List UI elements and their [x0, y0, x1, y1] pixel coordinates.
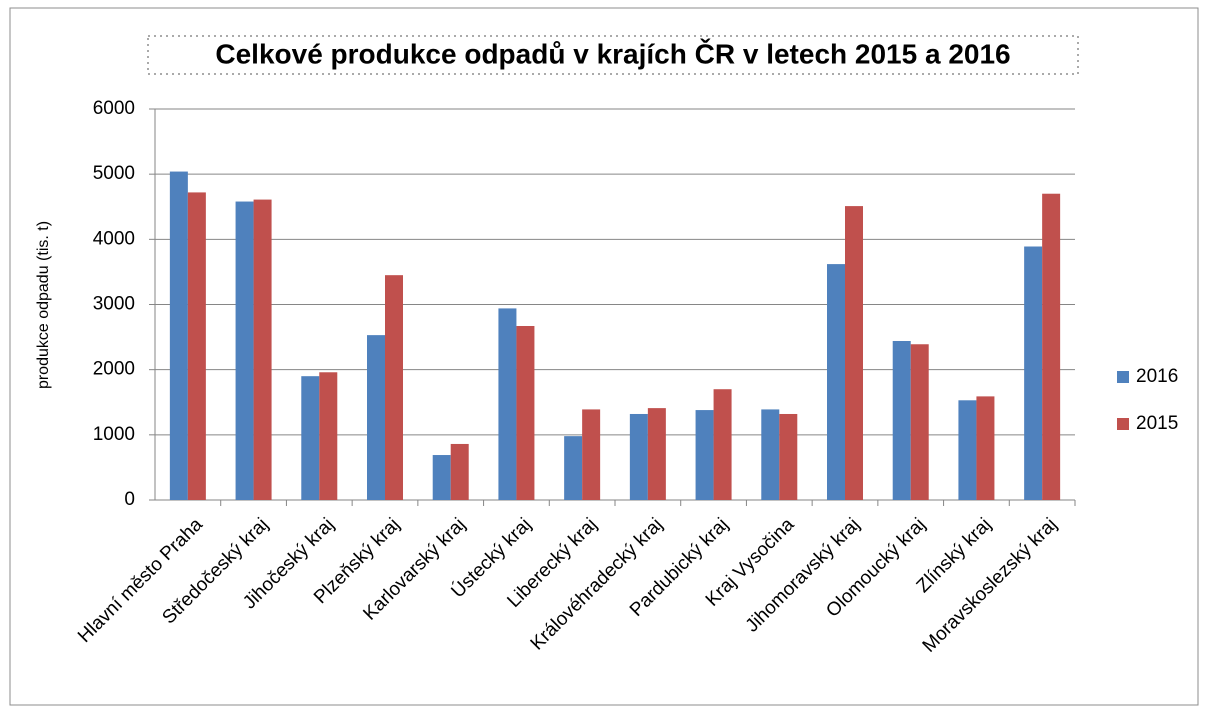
bar	[1042, 193, 1061, 500]
y-tick-label: 4000	[93, 228, 135, 249]
bar	[169, 171, 188, 500]
bar	[564, 436, 583, 500]
bar	[713, 389, 732, 500]
bar	[910, 344, 929, 500]
y-tick-label: 6000	[93, 98, 135, 119]
bar	[367, 335, 385, 500]
y-axis-label: produkce odpadu (tis. t)	[35, 221, 52, 389]
bar	[450, 443, 469, 500]
bar	[235, 201, 254, 500]
bar	[301, 376, 320, 500]
bar	[582, 409, 601, 500]
bar	[695, 410, 714, 500]
bar	[845, 206, 863, 500]
bar	[187, 192, 206, 500]
bar	[647, 408, 666, 500]
bar	[516, 326, 535, 500]
y-tick-label: 5000	[93, 163, 135, 184]
bar	[319, 372, 338, 500]
y-tick-label: 1000	[93, 424, 135, 445]
legend-label: 2015	[1136, 413, 1178, 434]
y-tick-label: 2000	[93, 359, 135, 380]
bar	[498, 308, 517, 500]
bar	[385, 275, 403, 500]
bar	[761, 409, 780, 500]
y-tick-label: 3000	[93, 294, 135, 315]
bar	[253, 199, 272, 500]
title-box	[147, 35, 1079, 75]
bar	[779, 413, 798, 500]
bar	[629, 413, 648, 500]
bar	[827, 264, 845, 500]
bar	[976, 396, 995, 500]
legend-label: 2016	[1136, 366, 1178, 387]
bar	[432, 455, 451, 500]
bar	[1024, 246, 1043, 500]
chart-title: Celkové produkce odpadů v krajích ČR v l…	[215, 37, 1010, 69]
bar	[958, 400, 977, 500]
chart-border	[9, 7, 1199, 706]
legend-swatch	[1117, 418, 1129, 430]
bar	[892, 340, 911, 500]
y-tick-label: 0	[124, 489, 135, 510]
legend-swatch	[1117, 371, 1129, 383]
